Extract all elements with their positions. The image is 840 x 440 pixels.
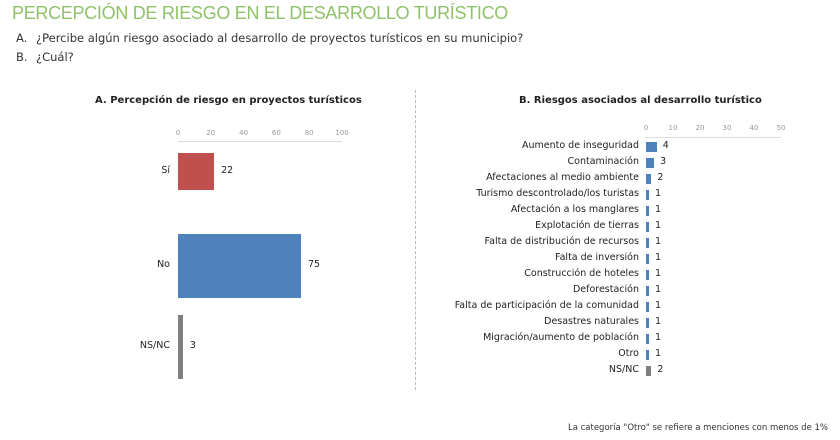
chart-b-title: B. Riesgos asociados al desarrollo turís… xyxy=(519,95,762,106)
bar xyxy=(646,254,649,264)
category-label: Contaminación xyxy=(567,156,639,167)
category-label: NS/NC xyxy=(608,364,639,375)
chart-a-title: A. Percepción de riesgo en proyectos tur… xyxy=(95,95,362,106)
category-label: Desastres naturales xyxy=(544,316,639,327)
category-label: Deforestación xyxy=(572,284,639,295)
category-label: Explotación de tierras xyxy=(535,220,639,231)
bar xyxy=(646,334,649,344)
category-label: Turismo descontrolado/los turistas xyxy=(476,188,639,199)
bar xyxy=(646,238,649,248)
bar xyxy=(646,366,652,376)
question-letter: A. xyxy=(16,31,28,45)
tick-label: 80 xyxy=(304,129,314,137)
category-label: Afectaciones al medio ambiente xyxy=(486,172,639,183)
data-label: 1 xyxy=(655,284,662,295)
x-axis xyxy=(646,137,781,138)
question-a: A. ¿Percibe algún riesgo asociado al desa… xyxy=(16,31,523,45)
bar xyxy=(646,158,655,168)
tick-label: 0 xyxy=(643,124,649,132)
bar xyxy=(646,142,657,152)
data-label: 1 xyxy=(655,236,662,247)
footnote: La categoría "Otro" se refiere a mencion… xyxy=(567,423,828,433)
question-text: ¿Cuál? xyxy=(36,50,74,64)
data-label: 75 xyxy=(308,259,321,270)
category-label: Migración/aumento de población xyxy=(483,332,639,343)
divider xyxy=(415,90,416,390)
bar xyxy=(646,270,649,280)
category-label: Otro xyxy=(618,348,639,359)
tick-label: 40 xyxy=(749,124,759,132)
data-label: 1 xyxy=(655,204,662,215)
tick-label: 20 xyxy=(206,129,216,137)
tick-label: 100 xyxy=(335,129,349,137)
bar xyxy=(646,222,649,232)
question-letter: B. xyxy=(16,50,28,64)
tick-label: 20 xyxy=(695,124,705,132)
data-label: 1 xyxy=(655,300,662,311)
bar xyxy=(646,350,649,360)
tick-label: 40 xyxy=(239,129,249,137)
category-label: Falta de inversión xyxy=(555,252,639,263)
question-b: B. ¿Cuál? xyxy=(16,50,74,64)
tick-label: 0 xyxy=(175,129,181,137)
tick-label: 60 xyxy=(271,129,281,137)
bar xyxy=(178,315,183,379)
data-label: 1 xyxy=(655,188,662,199)
bar xyxy=(646,302,649,312)
data-label: 3 xyxy=(189,340,196,351)
category-label: Afectación a los manglares xyxy=(510,204,639,215)
question-text: ¿Percibe algún riesgo asociado al desarr… xyxy=(36,31,524,45)
category-label: NS/NC xyxy=(139,340,170,351)
data-label: 3 xyxy=(660,156,667,167)
data-label: 2 xyxy=(657,172,664,183)
data-label: 1 xyxy=(655,268,662,279)
bar xyxy=(646,174,652,184)
category-label: Falta de distribución de recursos xyxy=(484,236,639,247)
data-label: 4 xyxy=(662,140,669,151)
bar xyxy=(646,286,649,296)
data-label: 1 xyxy=(655,252,662,263)
bar xyxy=(646,190,649,200)
category-label: Sí xyxy=(161,164,170,176)
category-label: No xyxy=(157,259,170,270)
bar xyxy=(178,234,301,298)
category-label: Construcción de hoteles xyxy=(524,268,639,279)
data-label: 1 xyxy=(655,348,662,359)
data-label: 1 xyxy=(655,332,662,343)
category-label: Falta de participación de la comunidad xyxy=(454,300,639,311)
tick-label: 10 xyxy=(668,124,678,132)
tick-label: 30 xyxy=(722,124,732,132)
data-label: 1 xyxy=(655,220,662,231)
bar xyxy=(178,153,215,190)
data-label: 2 xyxy=(657,364,664,375)
data-label: 22 xyxy=(221,164,234,176)
tick-label: 50 xyxy=(776,124,786,132)
category-label: Aumento de inseguridad xyxy=(521,140,639,151)
page-title: PERCEPCIÓN DE RIESGO EN EL DESARROLLO TU… xyxy=(12,3,509,23)
x-axis xyxy=(178,141,342,142)
bar xyxy=(646,206,649,216)
bar xyxy=(646,318,649,328)
data-label: 1 xyxy=(655,316,662,327)
